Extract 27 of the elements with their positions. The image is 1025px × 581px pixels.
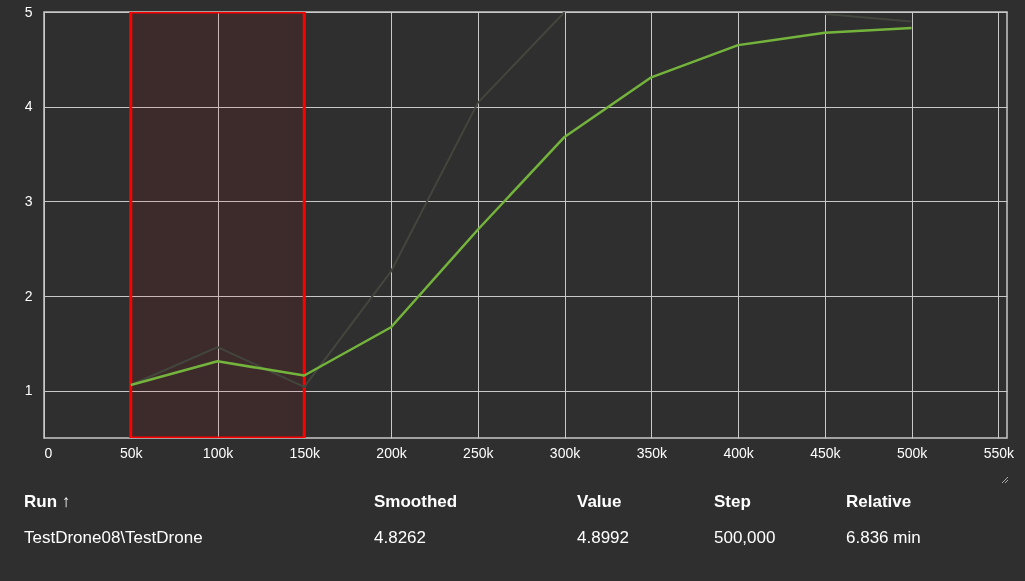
text: Relative <box>846 492 912 512</box>
x-tick-label: 500k <box>896 444 929 461</box>
x-tick-label: 0 <box>44 444 53 461</box>
x-tick-label: 250k <box>463 444 495 461</box>
x-tick-label: 550k <box>983 444 1015 461</box>
x-tick-label: 300k <box>549 444 582 461</box>
text: Smoothed <box>374 492 458 512</box>
text: 4.8992 <box>577 528 629 548</box>
y-tick-label: 4 <box>24 98 33 115</box>
y-tick-label: 3 <box>24 192 33 209</box>
text: Run ↑ <box>24 492 71 512</box>
x-tick-label: 450k <box>810 444 842 461</box>
x-tick-label: 100k <box>202 444 235 461</box>
text: TestDrone08\TestDrone <box>24 528 203 548</box>
x-tick-label: 400k <box>723 444 755 461</box>
y-tick-label: 2 <box>24 287 33 304</box>
text: Step <box>714 492 751 512</box>
x-tick-label: 350k <box>636 444 668 461</box>
text: Value <box>577 492 622 512</box>
x-tick-label: 50k <box>119 444 144 461</box>
y-tick-label: 5 <box>24 3 33 20</box>
x-tick-label: 150k <box>289 444 321 461</box>
text: 4.8262 <box>374 528 426 548</box>
y-tick-label: 1 <box>24 382 33 399</box>
text: 500,000 <box>714 528 776 548</box>
x-tick-label: 200k <box>376 444 408 461</box>
text: 6.836 min <box>846 528 921 548</box>
